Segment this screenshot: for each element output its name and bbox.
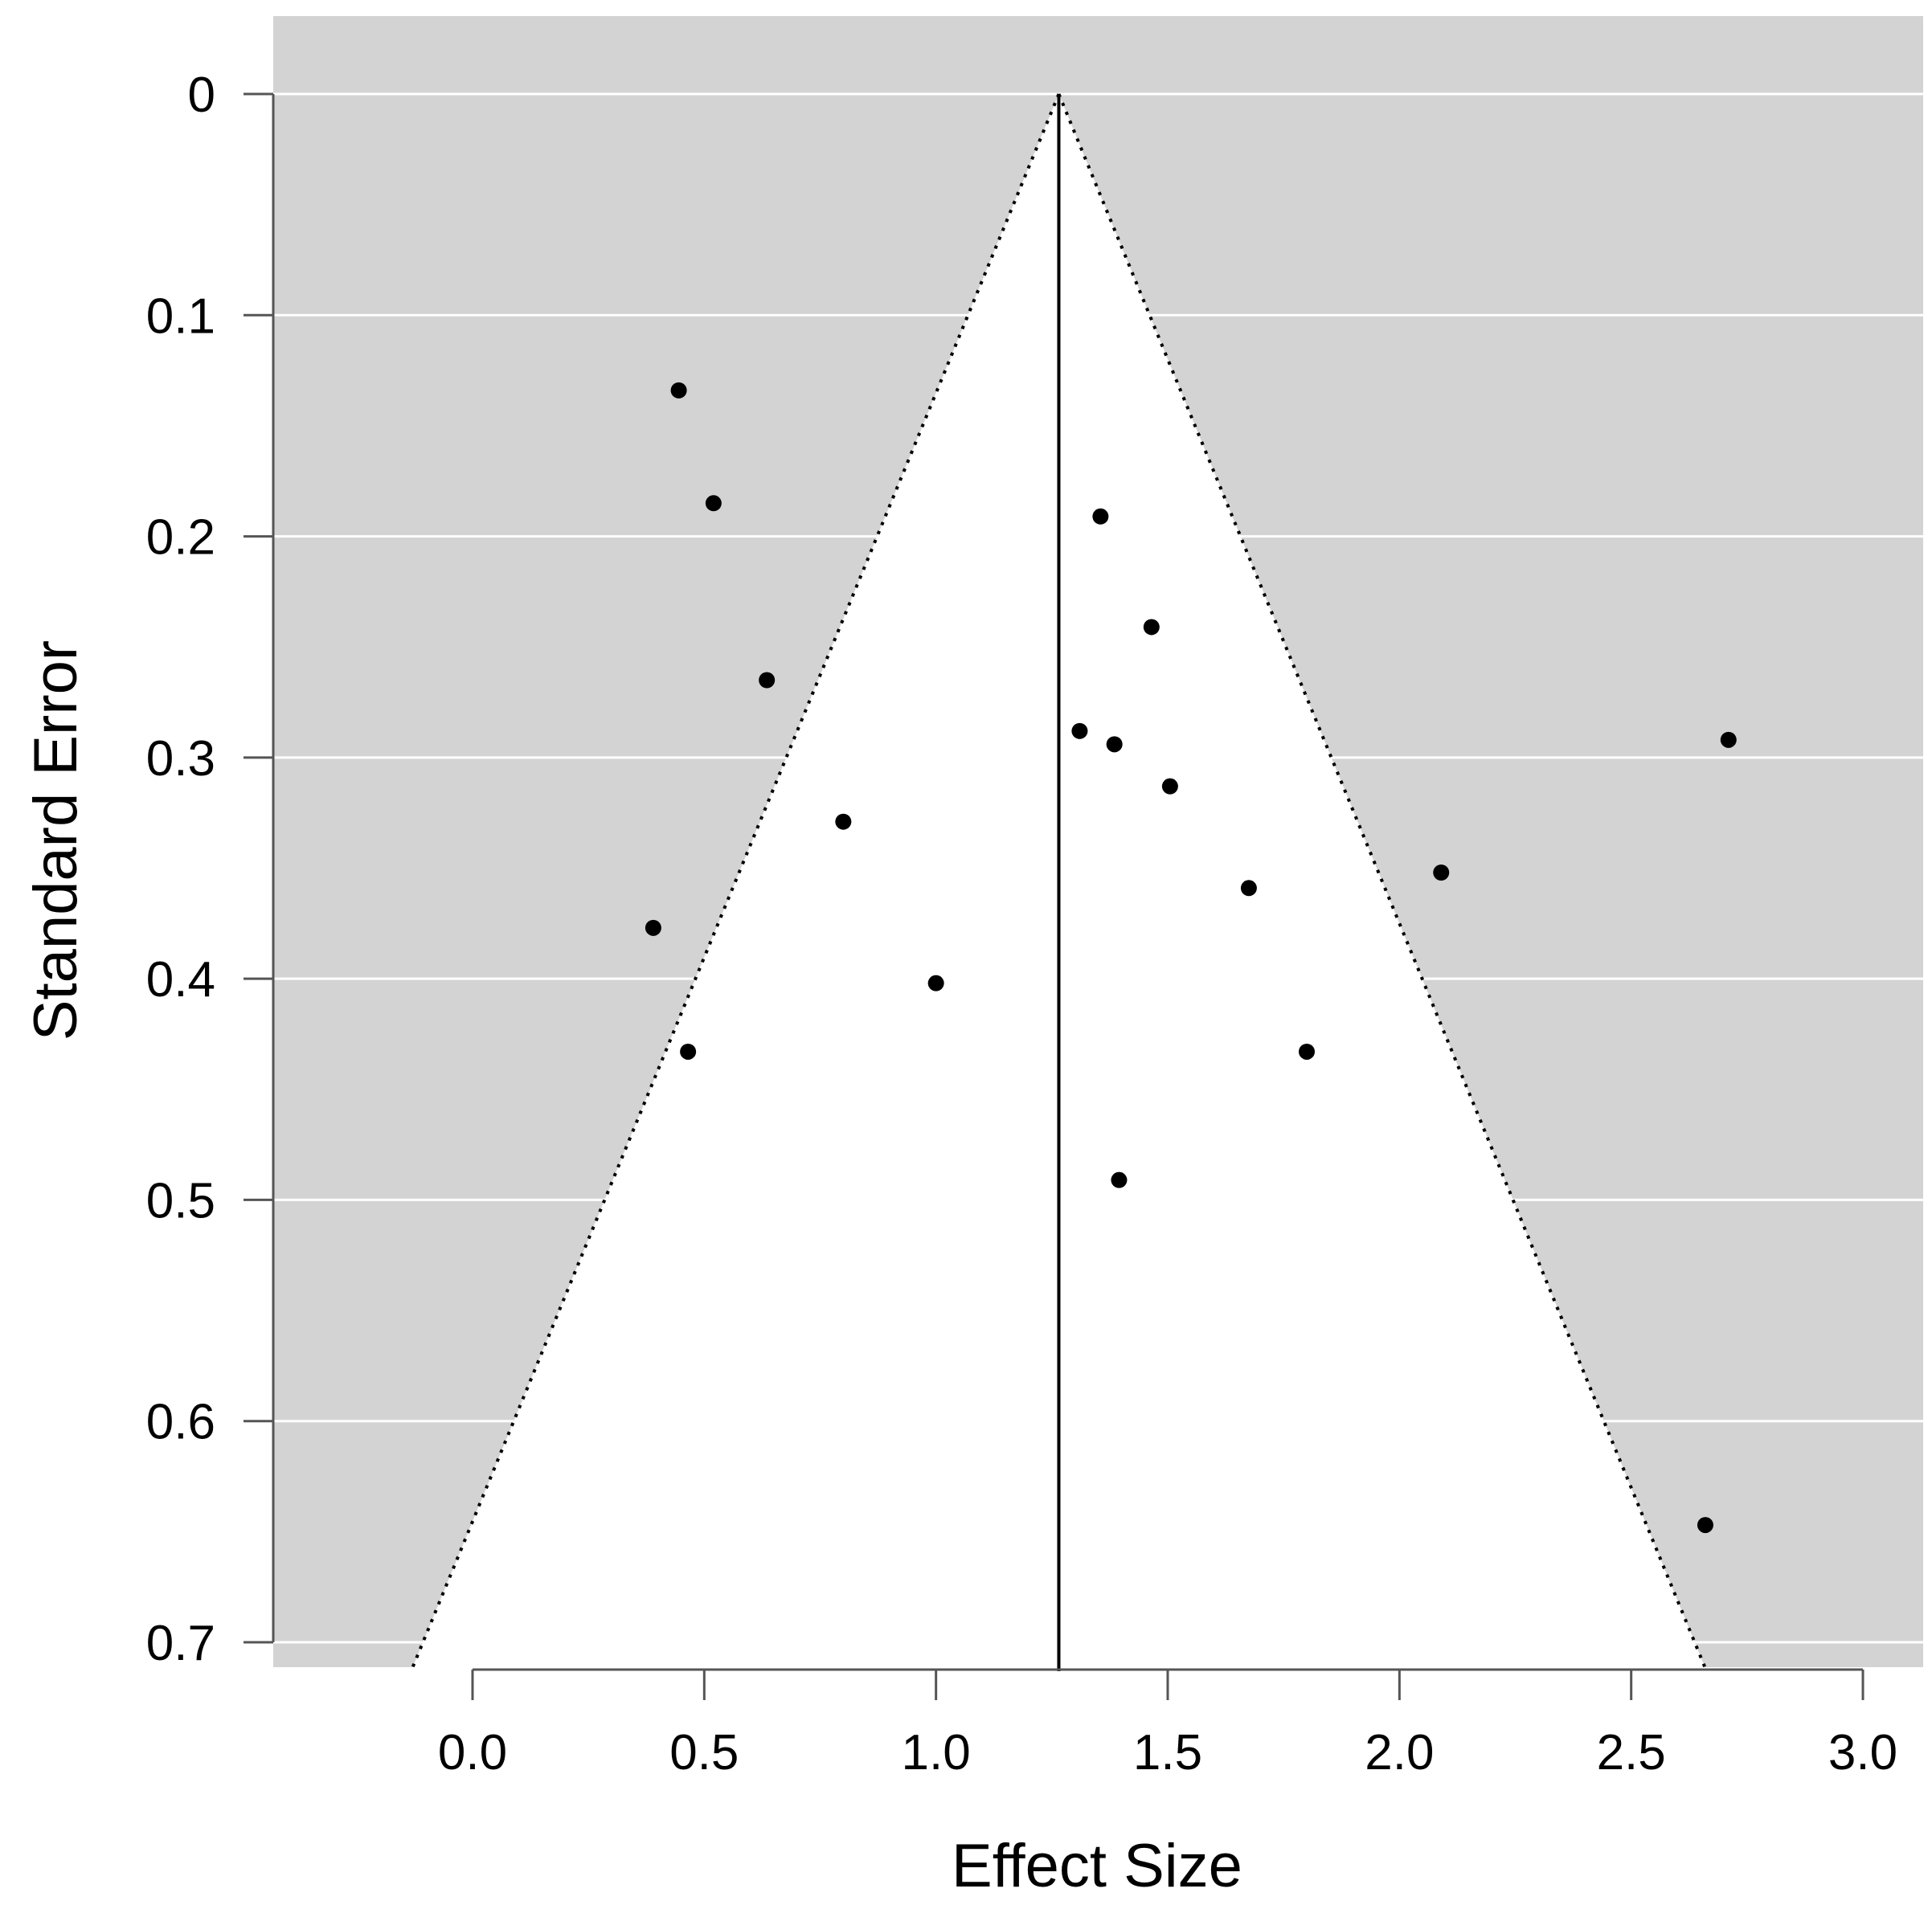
data-point-14 (1299, 1043, 1316, 1060)
data-point-12 (1161, 778, 1178, 795)
funnel-region (411, 93, 1707, 1671)
y-tick-label-0.7: 0.7 (146, 1616, 215, 1671)
x-axis: 0.0 0.5 1.0 1.5 2.0 2.5 3.0 (438, 1668, 1897, 1780)
y-tick-label-0: 0 (188, 67, 215, 123)
data-point-13 (1240, 880, 1257, 897)
funnel-right-boundary (1057, 93, 1707, 1668)
y-tick-label-0.3: 0.3 (146, 731, 215, 787)
data-point-6 (680, 1043, 697, 1060)
data-point-15 (1111, 1171, 1128, 1188)
data-point-3 (759, 672, 776, 689)
data-point-8 (1092, 508, 1109, 525)
y-tick-label-0.5: 0.5 (146, 1173, 215, 1228)
data-points (645, 382, 1737, 1534)
data-point-11 (1106, 736, 1123, 753)
y-tick-label-0.1: 0.1 (146, 288, 215, 344)
x-tick-label-0.5: 0.5 (669, 1725, 739, 1780)
data-point-16 (1433, 865, 1450, 881)
y-axis-title: Standard Error (22, 640, 90, 1040)
y-axis: 0 0.1 0.2 0.3 0.4 0.5 0.6 0.7 (146, 67, 275, 1671)
data-point-17 (1720, 731, 1737, 748)
data-point-4 (835, 813, 852, 830)
data-point-9 (1143, 619, 1160, 636)
x-tick-label-3.0: 3.0 (1828, 1725, 1897, 1780)
data-point-1 (670, 382, 687, 399)
y-tick-label-0.4: 0.4 (146, 952, 215, 1008)
x-tick-label-1.0: 1.0 (902, 1725, 971, 1780)
data-point-5 (645, 919, 661, 936)
data-point-2 (705, 495, 722, 512)
y-tick-label-0.2: 0.2 (146, 510, 215, 566)
x-axis-title: Effect Size (952, 1832, 1242, 1900)
x-tick-label-0.0: 0.0 (438, 1725, 507, 1780)
x-tick-label-2.0: 2.0 (1365, 1725, 1434, 1780)
data-point-10 (1071, 722, 1088, 739)
y-tick-label-0.6: 0.6 (146, 1395, 215, 1450)
data-point-7 (927, 975, 944, 991)
x-tick-label-2.5: 2.5 (1597, 1725, 1666, 1780)
funnel-left-boundary (411, 93, 1061, 1668)
x-tick-label-1.5: 1.5 (1133, 1725, 1202, 1780)
data-point-18 (1697, 1517, 1713, 1534)
